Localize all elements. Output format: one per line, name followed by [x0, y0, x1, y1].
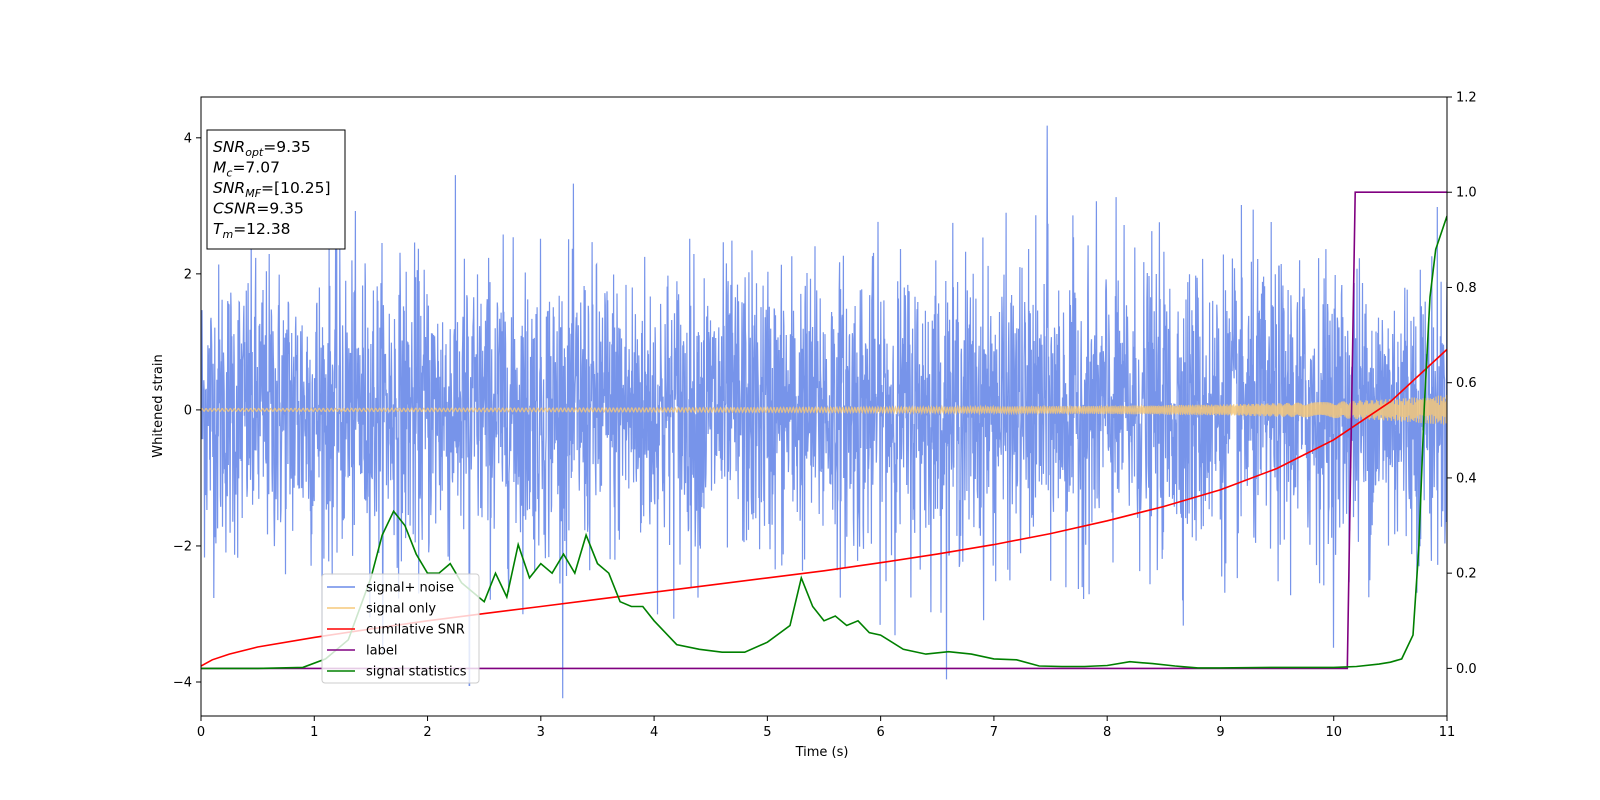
label-line [201, 191, 1447, 670]
y2-tick-label: 0.0 [1456, 662, 1477, 677]
signal-statistics-line [201, 215, 1447, 670]
y2-tick-label: 1.0 [1456, 186, 1477, 201]
x-axis: 0 1 2 3 4 5 6 7 8 9 10 11 [197, 716, 1455, 740]
y2-tick-label: 0.2 [1456, 567, 1477, 582]
x-tick-label: 4 [650, 725, 658, 740]
annotation-value: =9.35 [263, 138, 311, 156]
legend-label: signal only [366, 602, 436, 617]
annotation-symbol: CSNR [213, 200, 256, 218]
y-tick-label: 2 [184, 267, 192, 282]
x-tick-label: 7 [990, 725, 998, 740]
annotation-value: =7.07 [232, 159, 280, 177]
cumulative-snr-line [201, 348, 1447, 667]
signal-plus-noise-line [201, 125, 1447, 699]
annotation-line: Tm=12.38 [213, 220, 291, 241]
legend: signal+ noise signal only cumilative SNR la… [321, 573, 480, 684]
annotation-line: SNRopt=9.35 [213, 138, 311, 159]
x-tick-label: 3 [537, 725, 545, 740]
plot-area [201, 125, 1447, 699]
y-tick-label: 0 [184, 403, 192, 418]
y2-tick-label: 0.4 [1456, 471, 1477, 486]
annotation-subscript: opt [245, 146, 264, 159]
annotation-value: =[10.25] [261, 179, 330, 197]
x-tick-label: 10 [1325, 725, 1342, 740]
x-axis-label: Time (s) [795, 745, 849, 760]
annotation-subscript: c [226, 167, 232, 180]
y-tick-label: 4 [184, 131, 192, 146]
y-axis-label: Whitened strain [151, 354, 166, 457]
y-tick-label: −2 [173, 539, 192, 554]
annotation-value: =9.35 [256, 200, 304, 218]
x-tick-label: 8 [1103, 725, 1111, 740]
annotation-line: CSNR=9.35 [213, 200, 304, 218]
annotation-symbol: SNR [213, 138, 245, 156]
x-tick-label: 1 [310, 725, 318, 740]
y-axis-right: 0.0 0.2 0.4 0.6 0.8 1.0 1.2 [1447, 91, 1477, 677]
stats-annotation-box: SNRopt=9.35Mc=7.07SNRMF=[10.25]CSNR=9.35… [206, 129, 346, 250]
y2-tick-label: 0.8 [1456, 281, 1477, 296]
x-tick-label: 0 [197, 725, 205, 740]
x-tick-label: 9 [1216, 725, 1224, 740]
annotation-line: SNRMF=[10.25] [213, 179, 331, 200]
plot-frame [200, 96, 1448, 717]
legend-label: cumilative SNR [366, 623, 465, 638]
annotation-subscript: MF [245, 187, 261, 200]
annotation-subscript: m [222, 228, 233, 241]
annotation-symbol: M [213, 159, 226, 177]
x-tick-label: 5 [763, 725, 771, 740]
annotation-value: =12.38 [233, 220, 290, 238]
annotation-symbol: T [213, 220, 224, 238]
x-tick-label: 11 [1439, 725, 1456, 740]
y2-tick-label: 1.2 [1456, 91, 1477, 106]
x-tick-label: 6 [876, 725, 884, 740]
legend-label: signal statistics [366, 665, 467, 680]
annotation-line: Mc=7.07 [213, 159, 280, 180]
y-axis-left: −4 −2 0 2 4 [173, 131, 201, 690]
legend-label: signal+ noise [366, 581, 454, 596]
annotation-frame [206, 129, 346, 250]
legend-label: label [366, 644, 397, 659]
y2-tick-label: 0.6 [1456, 376, 1477, 391]
x-tick-label: 2 [423, 725, 431, 740]
signal-only-line [201, 395, 1447, 425]
legend-frame [321, 573, 480, 684]
annotation-symbol: SNR [213, 179, 245, 197]
y-tick-label: −4 [173, 675, 192, 690]
